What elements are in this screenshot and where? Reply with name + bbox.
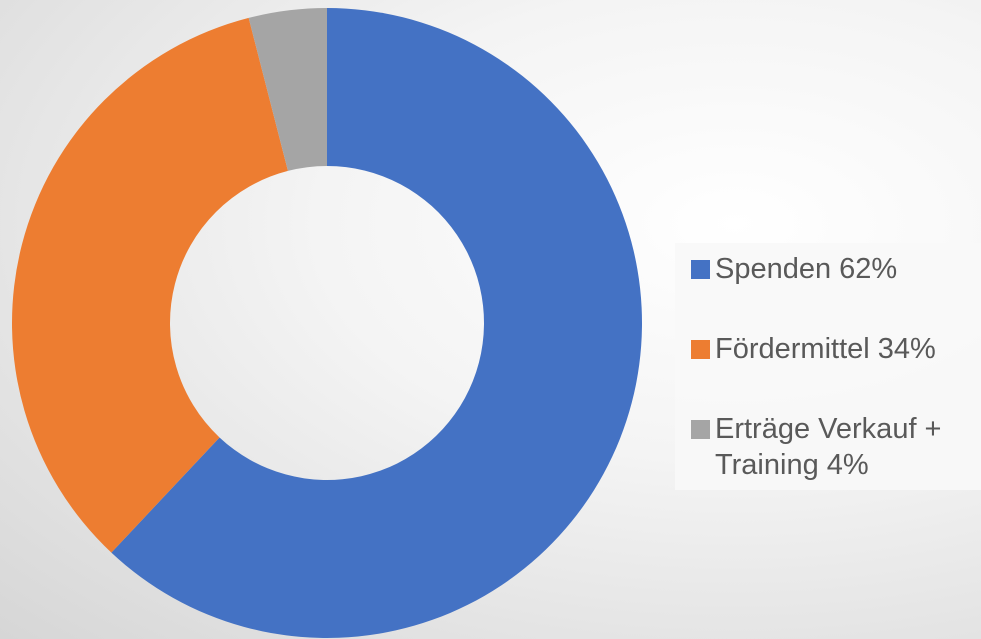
legend-label: Fördermittel	[715, 333, 870, 365]
legend-value: 4%	[826, 449, 869, 481]
legend-entry: Spenden 62%	[691, 251, 981, 287]
legend-text: Erträge Verkauf + Training 4%	[715, 411, 981, 483]
legend-value: 34%	[877, 333, 936, 365]
legend-label: Spenden	[715, 253, 832, 285]
legend-text: Fördermittel 34%	[715, 331, 981, 367]
donut-slice	[11, 17, 288, 553]
donut-slice	[111, 8, 642, 638]
legend-entry: Erträge Verkauf + Training 4%	[691, 411, 981, 483]
legend-text: Spenden 62%	[715, 251, 981, 287]
donut-slice	[248, 8, 327, 171]
legend-swatch	[691, 260, 710, 279]
legend-swatch	[691, 340, 710, 359]
legend-value: 62%	[839, 253, 898, 285]
legend: Spenden 62% Fördermittel 34% Erträge Verkauf…	[675, 243, 981, 490]
legend-entry: Fördermittel 34%	[691, 331, 981, 367]
legend-label: Erträge Verkauf + Training	[715, 413, 942, 481]
legend-swatch	[691, 420, 710, 439]
